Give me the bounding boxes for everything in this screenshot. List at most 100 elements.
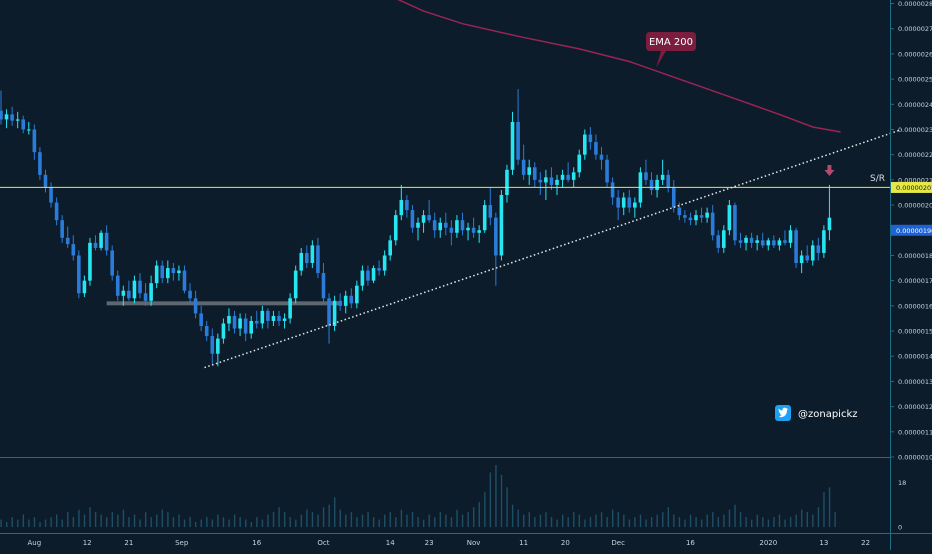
candle-body [527,167,531,175]
candle-body [816,245,821,253]
volume-bar [211,519,214,527]
candle [777,237,782,251]
candle [644,159,648,185]
candle [327,293,331,344]
volume-bar [189,517,191,527]
time-tick-label: Dec [611,539,625,547]
support-zone-bar [106,301,341,306]
volume-bar [778,514,781,527]
time-tick-label: 14 [386,539,395,547]
candle-body [544,177,548,183]
candle [410,205,415,233]
sr-price-tag [891,181,932,193]
candle [82,275,87,298]
candle-body [588,134,593,143]
volume-bar [456,509,458,527]
candle-body [299,252,304,271]
candle [627,189,632,213]
candle [760,232,765,248]
volume-bars [0,465,836,527]
volume-bar [183,519,186,527]
candle-body [321,273,326,299]
volume-bar [767,519,770,527]
volume-bar [178,514,180,527]
volume-bar [167,512,169,527]
volume-bar [283,512,286,527]
candle-body [799,255,804,264]
volume-bar [473,507,475,527]
time-tick-label: 12 [83,539,92,547]
candle [783,230,787,246]
candle-body [243,318,248,334]
candle-body [805,255,809,261]
candle [182,265,187,294]
time-tick-label: 20 [561,539,570,547]
trendline [204,128,902,369]
volume-bar [17,519,19,527]
candle-body [343,295,348,306]
volume-bar [567,517,569,527]
volume-bar [278,507,280,527]
volume-bar [550,517,553,527]
ema200-line [397,0,841,133]
candle-body [271,315,276,321]
candle [471,217,476,238]
candle-body [777,240,782,246]
candle-body [772,240,776,246]
volume-bar [345,514,347,527]
candle-body [149,283,153,301]
candle-body [216,338,220,354]
volume-bar [350,512,353,527]
volume-bar [556,519,558,527]
candle-body [160,265,165,279]
volume-bar [806,512,808,527]
candle-body [305,252,309,264]
volume-bar [367,512,369,527]
volume-bar [734,504,736,527]
volume-bar [33,517,36,527]
volume-bar [656,514,658,527]
candle-body [227,315,231,324]
volume-bar [122,509,125,527]
candle-body [694,215,698,221]
volume-bar [28,519,30,527]
volume-bar [489,472,492,527]
volume-bar [239,517,241,527]
candle [816,237,821,261]
volume-bar [306,509,308,527]
candle [332,295,337,332]
candle [494,212,498,286]
candle [616,189,620,221]
candle-body [549,177,554,185]
candle [238,313,242,337]
volume-bar [245,519,247,527]
candle [705,207,709,223]
volume-bar [528,512,530,527]
volume-bar [311,512,314,527]
candle [104,225,109,256]
candle [366,265,370,286]
volume-bar [372,517,375,527]
candle [482,200,487,233]
candle [371,265,376,284]
candle-body [599,154,604,160]
volume-bar [217,514,219,527]
volume-bar [773,517,775,527]
candle-body [627,197,632,208]
volume-bar [706,514,708,527]
candle [438,217,443,238]
candle-body [521,159,526,175]
candle [755,235,759,251]
candle-body [822,230,826,253]
candle-body [210,336,215,354]
candle [560,169,565,188]
candle-body [505,169,509,195]
volume-bar [762,517,764,527]
volume-bar [289,517,291,527]
candle-body [338,300,342,306]
candle [599,147,604,170]
time-tick-label: 13 [819,539,828,547]
